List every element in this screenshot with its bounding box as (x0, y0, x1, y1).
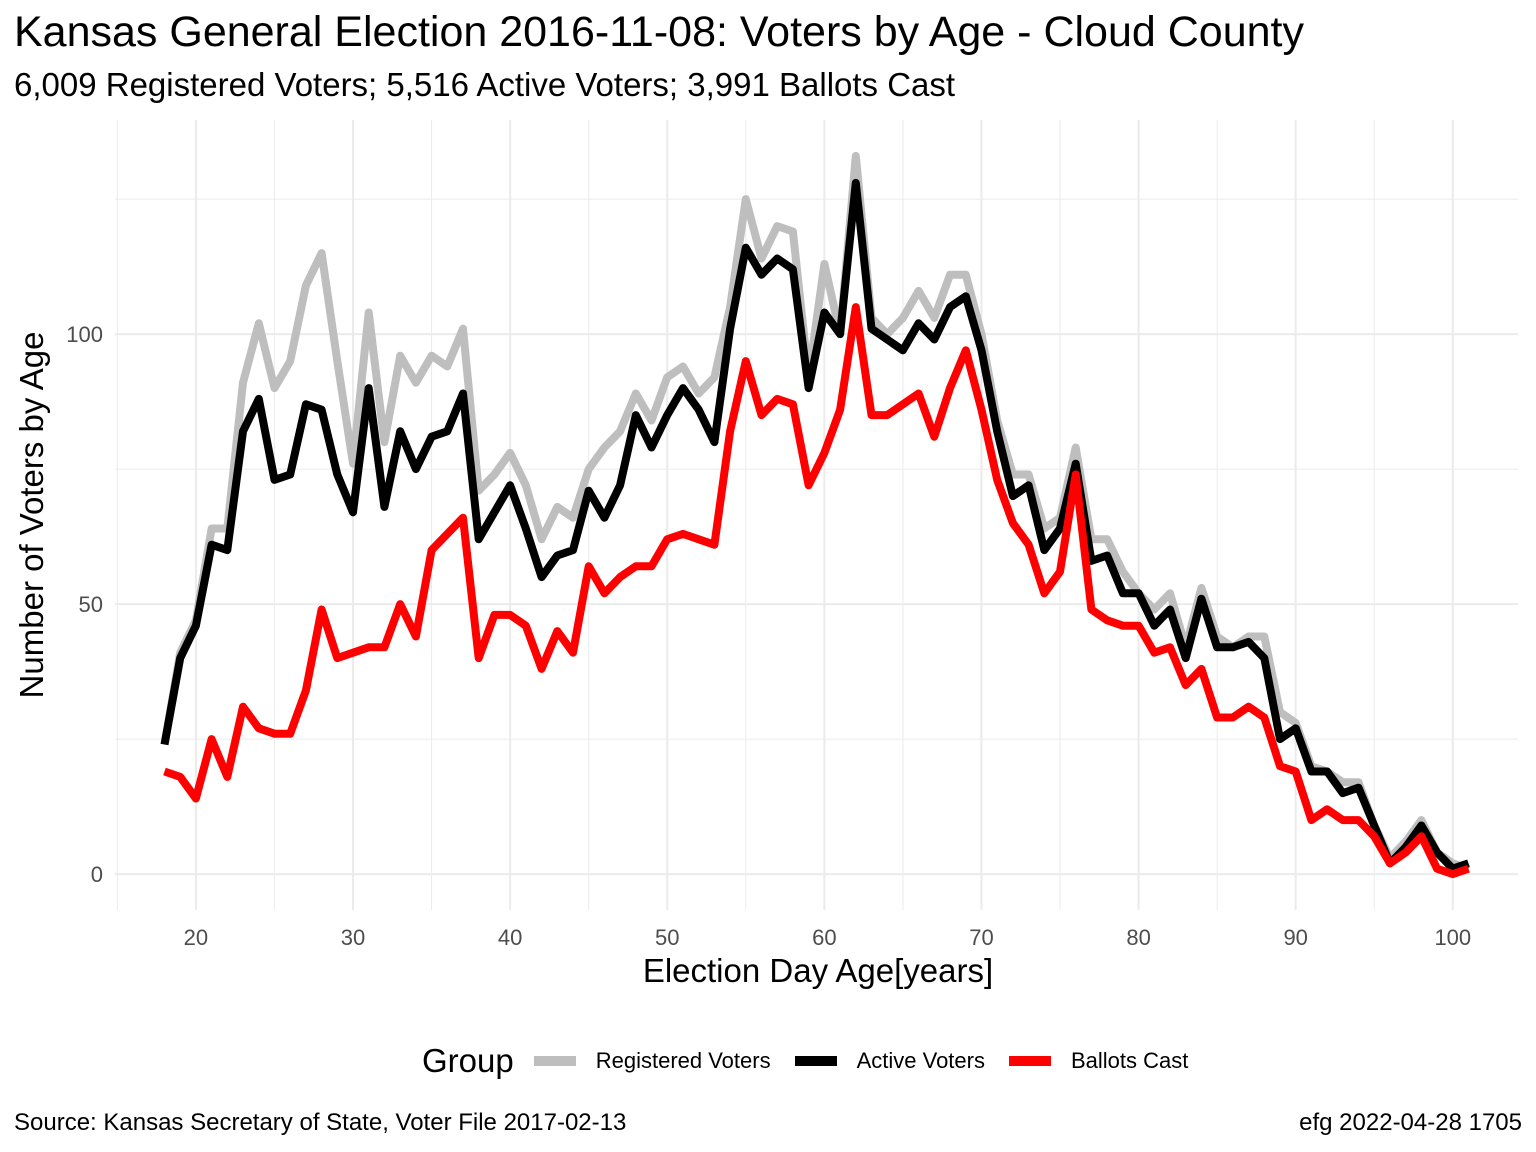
timestamp-note: efg 2022-04-28 1705 (1299, 1109, 1522, 1136)
x-tick-label: 50 (655, 925, 679, 950)
y-axis-label: Number of Voters by Age (13, 331, 50, 699)
legend-item-ballots-cast: Ballots Cast (1008, 1048, 1189, 1074)
y-tick-label: 100 (66, 322, 103, 347)
chart-title: Kansas General Election 2016-11-08: Vote… (14, 8, 1304, 56)
x-tick-label: 90 (1283, 925, 1307, 950)
y-tick-label: 50 (79, 592, 103, 617)
legend-key-active-voters (794, 1056, 837, 1066)
series-line-registered-voters (160, 151, 1470, 873)
legend-label-active-voters: Active Voters (856, 1048, 985, 1073)
y-tick-label: 0 (91, 862, 103, 887)
chart-subtitle: 6,009 Registered Voters; 5,516 Active Vo… (14, 66, 956, 103)
legend-label-registered-voters: Registered Voters (595, 1048, 771, 1073)
series-line-active-voters (160, 178, 1470, 873)
legend-item-registered-voters: Registered Voters (533, 1048, 771, 1074)
legend: Group Registered Voters Active Voters Ba… (422, 1036, 1212, 1086)
x-tick-label: 100 (1434, 925, 1471, 950)
legend-title: Group (422, 1042, 514, 1079)
x-tick-label: 40 (498, 925, 522, 950)
series-line-ballots-cast (163, 303, 1470, 879)
legend-key-registered-voters (533, 1056, 576, 1066)
x-tick-label: 70 (969, 925, 993, 950)
x-tick-label: 30 (341, 925, 365, 950)
legend-key-ballots-cast (1008, 1056, 1051, 1066)
legend-label-ballots-cast: Ballots Cast (1070, 1048, 1189, 1073)
legend-item-active-voters: Active Voters (794, 1048, 985, 1074)
x-axis-label: Election Day Age[years] (642, 952, 994, 989)
x-tick-label: 20 (184, 925, 208, 950)
source-note: Source: Kansas Secretary of State, Voter… (14, 1109, 627, 1136)
x-tick-label: 80 (1126, 925, 1150, 950)
x-tick-label: 60 (812, 925, 836, 950)
